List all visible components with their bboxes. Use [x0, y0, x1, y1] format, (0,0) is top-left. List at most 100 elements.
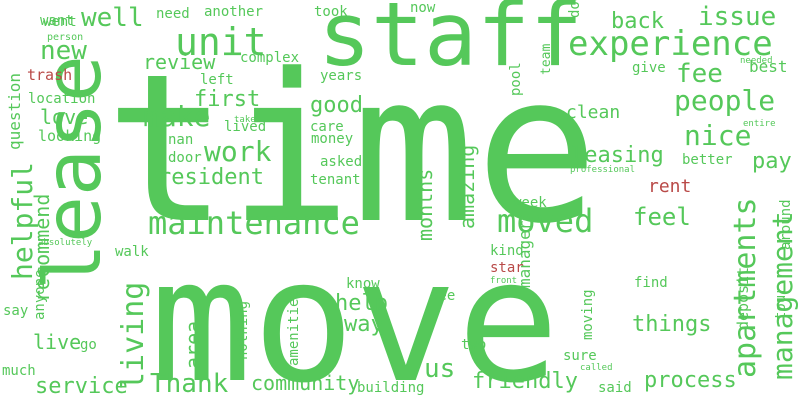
word-took: took [314, 4, 348, 20]
word-trash: trash [27, 66, 72, 84]
word-around: around [778, 199, 794, 250]
word-door: door [168, 150, 202, 166]
word-issue: issue [698, 2, 776, 32]
word-two: two [461, 337, 486, 353]
word-tenant: tenant [310, 172, 361, 188]
word-experience: experience [568, 24, 773, 64]
word-better: better [682, 152, 733, 168]
word-moving: moving [580, 289, 596, 340]
word-things: things [632, 312, 711, 337]
word-front: front [490, 276, 517, 286]
word-apartments: apartments [728, 197, 763, 378]
word-new: new [40, 36, 87, 66]
word-building: building [357, 380, 424, 396]
word-first: first [194, 87, 260, 112]
word-asked: asked [320, 154, 362, 170]
word-anyone: anyone [32, 269, 48, 320]
word-team: team [539, 44, 554, 75]
word-need: need [156, 6, 190, 22]
word-nan: nan [168, 132, 193, 148]
word-living: living [116, 282, 151, 390]
word-people: people [674, 84, 775, 117]
word-location: location [28, 91, 95, 107]
word-went: went [43, 14, 77, 30]
word-want: want [40, 13, 74, 29]
word-resident: resident [158, 165, 264, 190]
word-said: said [598, 380, 632, 396]
word-feel: feel [633, 203, 691, 231]
word-now: now [410, 0, 436, 16]
word-know: know [346, 276, 380, 292]
word-much: much [2, 363, 36, 379]
word-years: years [320, 68, 362, 84]
word-months: months [413, 169, 437, 241]
word-fee: fee [676, 59, 723, 89]
word-management: management [766, 211, 799, 380]
word-go: go [80, 337, 97, 353]
word-money: money [311, 131, 353, 147]
word-dog: dog [567, 0, 583, 18]
word-deposit: deposit [734, 267, 752, 330]
word-process: process [644, 368, 737, 393]
word-kind: kind [490, 243, 524, 259]
word-service: service [35, 374, 128, 399]
word-helpful: helpful [6, 162, 39, 280]
word-best: best [749, 57, 788, 76]
word-tour: tour [773, 286, 789, 320]
word-sure: sure [563, 348, 597, 364]
word-rent: rent [648, 176, 691, 197]
word-give: give [632, 60, 666, 76]
word-lease: lease [29, 55, 119, 290]
word-work: work [204, 135, 272, 168]
word-nice: nice [684, 119, 751, 152]
word-well: well [81, 3, 144, 33]
word-love: love [40, 105, 88, 129]
word-entire: entire [743, 119, 776, 129]
word-find: find [634, 275, 668, 291]
word-way: way [344, 312, 384, 337]
word-take: take [234, 115, 256, 125]
word-care: care [310, 119, 344, 135]
word-week: week [513, 195, 547, 211]
word-star: star [490, 260, 524, 276]
word-question: question [5, 73, 24, 150]
word-community: community [251, 371, 359, 395]
word-good: good [310, 93, 363, 118]
word-recommend: recommend [30, 194, 54, 302]
word-staff: staff [318, 0, 583, 86]
word-called: called [580, 363, 613, 373]
word-lived: lived [224, 119, 266, 135]
word-live: live [33, 330, 81, 354]
word-clean: clean [566, 102, 620, 123]
word-complex: complex [240, 50, 299, 66]
word-pay: pay [752, 149, 792, 174]
word-amazing: amazing [455, 145, 479, 229]
word-review: review [143, 50, 216, 74]
word-see: see [430, 288, 455, 304]
word-back: back [611, 9, 664, 34]
word-area: area [181, 321, 205, 369]
word-amenities: amenities [286, 290, 302, 366]
word-absolutely: absolutely [38, 238, 93, 248]
word-make: make [143, 100, 210, 133]
word-help: help [335, 291, 388, 316]
word-walk: walk [115, 244, 149, 260]
word-say: say [3, 303, 28, 319]
word-friendly: friendly [472, 369, 578, 394]
word-professional: professional [570, 165, 635, 175]
word-time: time [105, 31, 599, 269]
word-us: us [424, 354, 455, 384]
word-left: left [200, 72, 234, 88]
word-nothing: nothing [235, 301, 251, 360]
word-needed: needed [740, 56, 773, 66]
word-maintenance: maintenance [148, 204, 360, 242]
word-move: move [150, 223, 559, 400]
word-unit: unit [175, 20, 267, 64]
word-manager: manager [515, 220, 534, 288]
word-pool: pool [508, 62, 524, 96]
word-thank: Thank [150, 369, 229, 399]
word-another: another [204, 4, 263, 20]
word-person: person [47, 32, 83, 43]
